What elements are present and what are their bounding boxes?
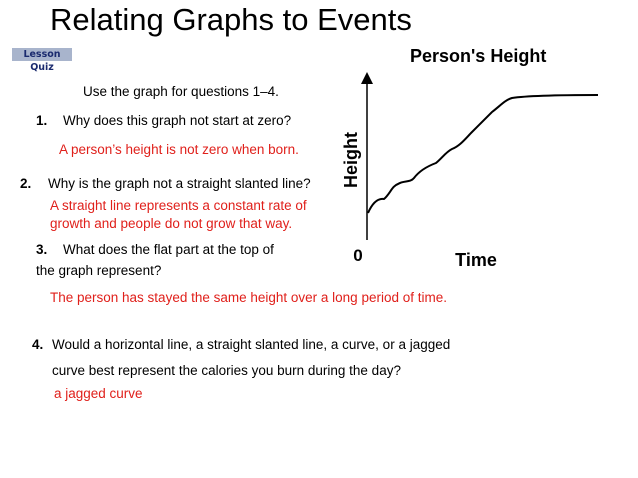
- question-number: 2.: [20, 176, 32, 191]
- question-text: the graph represent?: [36, 263, 162, 278]
- question-text: What does the flat part at the top of: [63, 242, 274, 257]
- slide-title: Relating Graphs to Events: [50, 2, 412, 37]
- answer-text: The person has stayed the same height ov…: [50, 290, 447, 305]
- question-number: 1.: [36, 113, 48, 128]
- answer-text: a jagged curve: [54, 386, 143, 401]
- question-text: curve best represent the calories you bu…: [52, 363, 401, 378]
- answer-text: growth and people do not grow that way.: [50, 216, 293, 231]
- answer-text: A person’s height is not zero when born.: [59, 142, 299, 157]
- question-number: 4.: [32, 337, 44, 352]
- question-text: Why does this graph not start at zero?: [63, 113, 292, 128]
- intro: Use the graph for questions 1–4.: [83, 84, 279, 99]
- graph-title: Person's Height: [410, 46, 546, 66]
- x-axis-label: Time: [455, 250, 497, 270]
- y-axis-label: Height: [341, 132, 361, 188]
- question-text: Would a horizontal line, a straight slan…: [52, 337, 451, 352]
- question-text: Why is the graph not a straight slanted …: [48, 176, 311, 191]
- height-curve: [367, 94, 599, 214]
- y-axis-arrow: [361, 72, 373, 84]
- answer-text: A straight line represents a constant ra…: [50, 198, 307, 213]
- question-number: 3.: [36, 242, 48, 257]
- lesson-quiz-badge: Lesson Quiz: [12, 48, 72, 73]
- origin-label: 0: [353, 246, 362, 265]
